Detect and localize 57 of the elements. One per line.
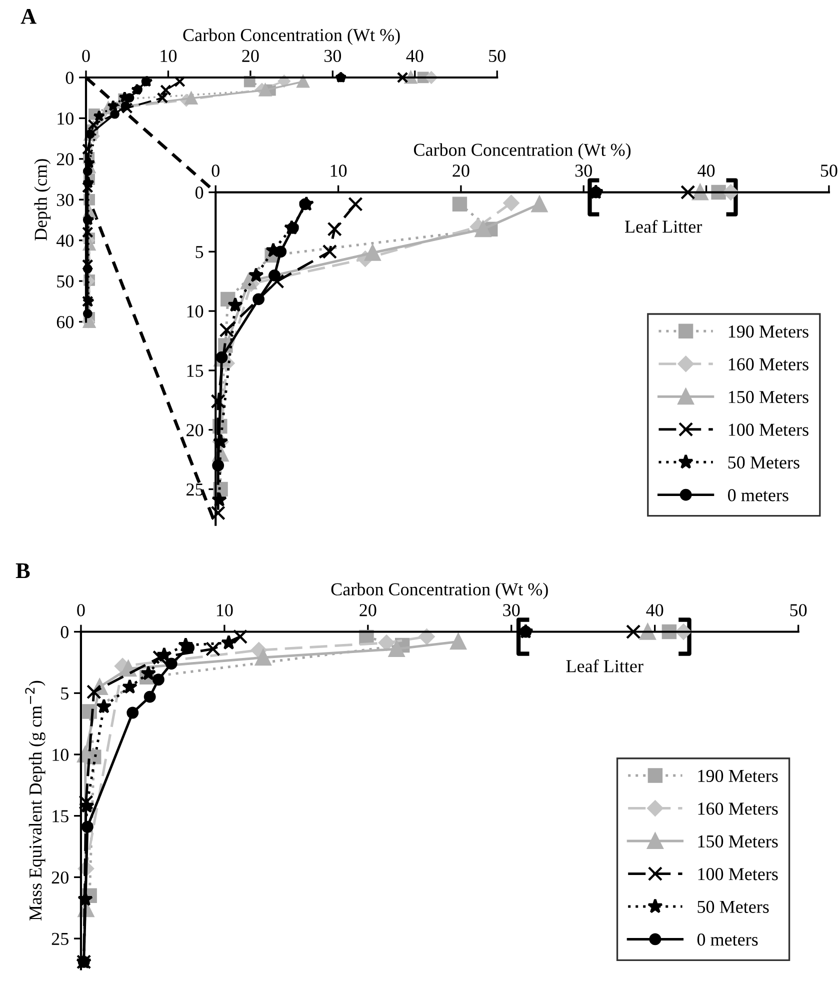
- x-tick-label: 30: [575, 164, 592, 177]
- x-axis-title: Carbon Concentration (Wt %): [183, 28, 400, 45]
- legend-label: 150 Meters: [728, 390, 808, 404]
- y-tick-label: 5: [61, 688, 68, 700]
- y-axis-title: Depth (cm): [34, 159, 51, 240]
- legend-label: 160 Meters: [698, 802, 778, 815]
- x-tick-label: 20: [452, 164, 470, 177]
- y-tick-label: 50: [57, 275, 74, 288]
- y-tick-label: 20: [186, 424, 204, 436]
- y-tick-label: 25: [52, 932, 68, 945]
- y-tick-label: 20: [56, 153, 74, 166]
- y-tick-label: 20: [52, 871, 68, 884]
- y-axis-title: Mass Equivalent Depth (g cm$^{−2}$): [25, 680, 46, 920]
- legend-label: 190 Meters: [698, 770, 778, 782]
- legend-label: 50 Meters: [728, 456, 800, 469]
- y-tick-label: 40: [56, 234, 74, 247]
- legend-label: 0 meters: [697, 934, 758, 946]
- legend-label: 100 Meters: [728, 424, 808, 436]
- x-axis-title: Carbon Concentration (Wt %): [414, 143, 631, 160]
- y-tick-label: 5: [196, 246, 204, 258]
- x-tick-label: 50: [790, 604, 807, 616]
- annotation: Leaf Litter: [566, 659, 644, 672]
- legend-label: 0 meters: [728, 489, 788, 502]
- y-tick-label: 10: [187, 305, 204, 318]
- x-axis-title: Carbon Concentration (Wt %): [331, 582, 548, 600]
- x-tick-label: 30: [503, 604, 520, 616]
- y-tick-label: 0: [66, 72, 74, 84]
- y-tick-label: 15: [52, 810, 68, 822]
- y-tick-label: 10: [52, 748, 68, 761]
- legend-label: 190 Meters: [728, 325, 808, 338]
- y-tick-label: 30: [57, 194, 74, 206]
- x-tick-label: 40: [406, 50, 424, 62]
- legend-label: 160 Meters: [728, 358, 808, 370]
- y-tick-label: 15: [187, 364, 204, 377]
- x-tick-label: 40: [698, 164, 715, 177]
- x-tick-label: 10: [330, 164, 347, 177]
- y-tick-label: 10: [58, 112, 74, 125]
- y-tick-label: 60: [56, 316, 74, 328]
- x-tick-label: 10: [216, 604, 233, 616]
- annotation: Leaf Litter: [625, 220, 702, 233]
- x-tick-label: 20: [242, 50, 259, 62]
- legend-label: 100 Meters: [698, 868, 778, 880]
- x-tick-label: 0: [82, 50, 90, 62]
- legend-label: 50 Meters: [698, 900, 769, 913]
- x-tick-label: 10: [160, 50, 177, 62]
- x-tick-label: 40: [646, 604, 664, 616]
- x-tick-label: 50: [820, 164, 838, 177]
- x-tick-label: 50: [489, 50, 506, 62]
- x-tick-label: 20: [360, 604, 376, 616]
- x-tick-label: 0: [77, 604, 85, 616]
- chart-title: B: [16, 563, 30, 578]
- x-tick-label: 0: [212, 164, 220, 177]
- y-tick-label: 0: [195, 186, 204, 199]
- legend-label: 150 Meters: [698, 835, 778, 848]
- chart-title: A: [20, 9, 36, 24]
- y-tick-label: 0: [60, 626, 68, 638]
- x-tick-label: 30: [324, 50, 342, 62]
